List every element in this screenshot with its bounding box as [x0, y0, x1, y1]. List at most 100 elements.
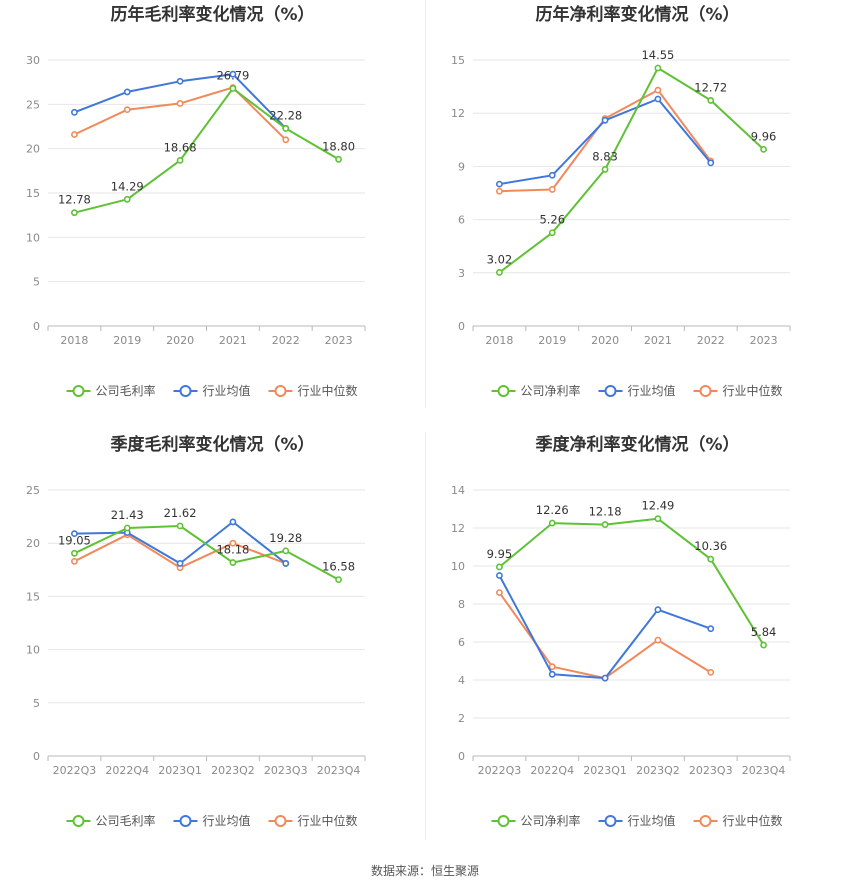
- data-point-company[interactable]: [496, 563, 503, 571]
- data-point-industry_avg[interactable]: [601, 674, 609, 682]
- data-point-industry_avg[interactable]: [707, 625, 715, 633]
- y-tick-label: 0: [33, 320, 40, 333]
- data-point-industry_median[interactable]: [654, 636, 662, 644]
- legend-item-company[interactable]: 公司净利率: [491, 813, 581, 828]
- series-line-industry_avg: [498, 575, 712, 680]
- legend-label: 行业均值: [203, 813, 251, 828]
- data-point-company[interactable]: [654, 64, 662, 72]
- data-point-company[interactable]: [707, 555, 715, 563]
- data-point-company[interactable]: [601, 521, 609, 528]
- data-point-industry_median[interactable]: [654, 86, 662, 94]
- data-point-industry_median[interactable]: [71, 131, 78, 138]
- data-point-industry_avg[interactable]: [229, 518, 237, 526]
- data-point-industry_avg[interactable]: [282, 560, 290, 567]
- data-point-company[interactable]: [654, 515, 662, 523]
- data-point-industry_avg[interactable]: [71, 530, 78, 538]
- data-point-company[interactable]: [71, 549, 78, 557]
- y-tick-label: 6: [458, 636, 465, 649]
- legend-item-industry_avg[interactable]: 行业均值: [598, 383, 676, 398]
- data-point-company[interactable]: [71, 209, 78, 217]
- data-point-industry_avg[interactable]: [176, 560, 184, 567]
- data-point-company[interactable]: [760, 641, 767, 649]
- data-point-industry_median[interactable]: [496, 187, 503, 195]
- legend-label: 行业均值: [628, 383, 676, 398]
- annual-gross-margin-chart: 历年毛利率变化情况（%） 0 5 10 15 20 25 30 2018 2019 2020 2021…: [0, 0, 425, 430]
- x-tick-label: 2023Q1: [158, 764, 202, 777]
- data-point-industry_median[interactable]: [123, 106, 131, 114]
- data-point-company[interactable]: [176, 522, 184, 530]
- y-tick-label: 4: [458, 674, 465, 687]
- data-label: 22.28: [269, 108, 302, 122]
- x-tick-label: 2022Q3: [53, 764, 97, 777]
- x-tick-label: 2022Q3: [478, 764, 522, 777]
- data-point-industry_median[interactable]: [282, 136, 290, 144]
- data-point-industry_avg[interactable]: [548, 670, 556, 678]
- data-point-industry_avg[interactable]: [176, 77, 184, 85]
- x-tick-label: 2022: [272, 334, 300, 347]
- data-point-company[interactable]: [282, 125, 290, 132]
- legend-swatch-marker: [604, 385, 617, 397]
- data-point-company[interactable]: [707, 97, 715, 104]
- data-point-industry_avg[interactable]: [71, 108, 78, 116]
- x-tick-label: 2023Q4: [742, 764, 786, 777]
- data-point-company[interactable]: [176, 156, 184, 164]
- data-point-industry_avg[interactable]: [707, 159, 715, 167]
- legend-item-company[interactable]: 公司毛利率: [66, 383, 156, 398]
- legend-item-industry_avg[interactable]: 行业均值: [173, 383, 251, 398]
- x-tick-label: 2021: [644, 334, 672, 347]
- y-tick-label: 0: [458, 750, 465, 763]
- data-point-industry_avg[interactable]: [496, 572, 503, 579]
- data-point-industry_median[interactable]: [707, 668, 715, 676]
- data-point-industry_avg[interactable]: [601, 116, 609, 124]
- legend-item-industry_median[interactable]: 行业中位数: [693, 383, 783, 398]
- x-tick-label: 2020: [166, 334, 194, 347]
- data-point-industry_avg[interactable]: [229, 70, 237, 78]
- legend-item-industry_median[interactable]: 行业中位数: [693, 813, 783, 828]
- data-point-company[interactable]: [123, 195, 131, 203]
- legend-item-industry_avg[interactable]: 行业均值: [598, 813, 676, 828]
- legend-item-company[interactable]: 公司毛利率: [66, 813, 156, 828]
- data-point-company[interactable]: [123, 524, 131, 532]
- x-tick-label: 2022Q4: [530, 764, 574, 777]
- data-point-industry_avg[interactable]: [548, 171, 556, 179]
- legend-item-company[interactable]: 公司净利率: [491, 383, 581, 398]
- data-point-company[interactable]: [335, 155, 342, 163]
- x-tick-label: 2023: [325, 334, 353, 347]
- chart-svg: 历年毛利率变化情况（%） 0 5 10 15 20 25 30 2018 2019 2020 2021…: [26, 4, 366, 398]
- data-point-industry_median[interactable]: [496, 589, 503, 596]
- data-point-industry_avg[interactable]: [654, 606, 662, 614]
- y-tick-label: 15: [26, 187, 40, 200]
- data-point-industry_avg[interactable]: [496, 180, 503, 188]
- data-point-industry_median[interactable]: [176, 100, 184, 107]
- data-point-industry_median[interactable]: [548, 663, 556, 671]
- x-tick-label: 2020: [591, 334, 619, 347]
- data-point-company[interactable]: [760, 145, 767, 153]
- data-point-company[interactable]: [282, 547, 290, 555]
- data-point-company[interactable]: [601, 166, 609, 173]
- data-point-company[interactable]: [548, 519, 556, 527]
- legend-item-industry_avg[interactable]: 行业均值: [173, 813, 251, 828]
- legend-label: 公司净利率: [521, 813, 581, 828]
- y-tick-label: 5: [33, 276, 40, 289]
- data-point-company[interactable]: [548, 229, 556, 237]
- data-point-industry_avg[interactable]: [654, 95, 662, 103]
- data-label: 16.58: [322, 560, 355, 574]
- data-point-company[interactable]: [335, 576, 342, 583]
- x-tick-label: 2022: [697, 334, 725, 347]
- data-point-company[interactable]: [229, 559, 237, 566]
- legend-item-industry_median[interactable]: 行业中位数: [268, 383, 358, 398]
- data-label: 9.96: [751, 129, 777, 143]
- data-point-company[interactable]: [229, 85, 237, 92]
- data-point-industry_median[interactable]: [71, 557, 78, 565]
- y-tick-label: 20: [26, 537, 40, 550]
- data-point-industry_median[interactable]: [548, 186, 556, 193]
- data-point-industry_median[interactable]: [229, 539, 237, 547]
- data-point-industry_avg[interactable]: [123, 88, 131, 96]
- legend-label: 行业均值: [628, 813, 676, 828]
- legend-item-industry_median[interactable]: 行业中位数: [268, 813, 358, 828]
- data-point-company[interactable]: [496, 269, 503, 276]
- y-tick-label: 2: [458, 712, 465, 725]
- legend-label: 行业中位数: [298, 813, 358, 828]
- y-tick-label: 25: [26, 484, 40, 497]
- data-label: 21.62: [164, 506, 197, 520]
